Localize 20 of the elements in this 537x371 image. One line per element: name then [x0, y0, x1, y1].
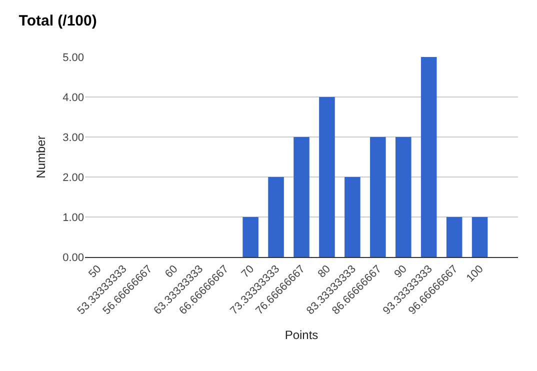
y-tick-label: 2.00 [62, 172, 84, 184]
chart-title: Total (/100) [18, 12, 97, 30]
y-axis-title: Number [34, 136, 48, 178]
bar [472, 217, 488, 257]
bar [370, 137, 386, 257]
x-axis-title: Points [284, 328, 318, 342]
y-tick-label: 3.00 [62, 132, 84, 144]
bar [395, 137, 412, 257]
bar [420, 57, 437, 257]
y-tick-label: 4.00 [62, 92, 84, 104]
x-tick-label: 100 [464, 263, 486, 285]
bar [268, 177, 284, 257]
bar [319, 97, 335, 257]
y-tick-label: 1.00 [62, 212, 84, 224]
bar [242, 217, 258, 257]
y-tick-label: 5.00 [62, 52, 84, 64]
bar [294, 137, 310, 257]
bar [446, 217, 462, 257]
bar [344, 177, 360, 257]
y-tick-label: 0.00 [62, 252, 84, 264]
